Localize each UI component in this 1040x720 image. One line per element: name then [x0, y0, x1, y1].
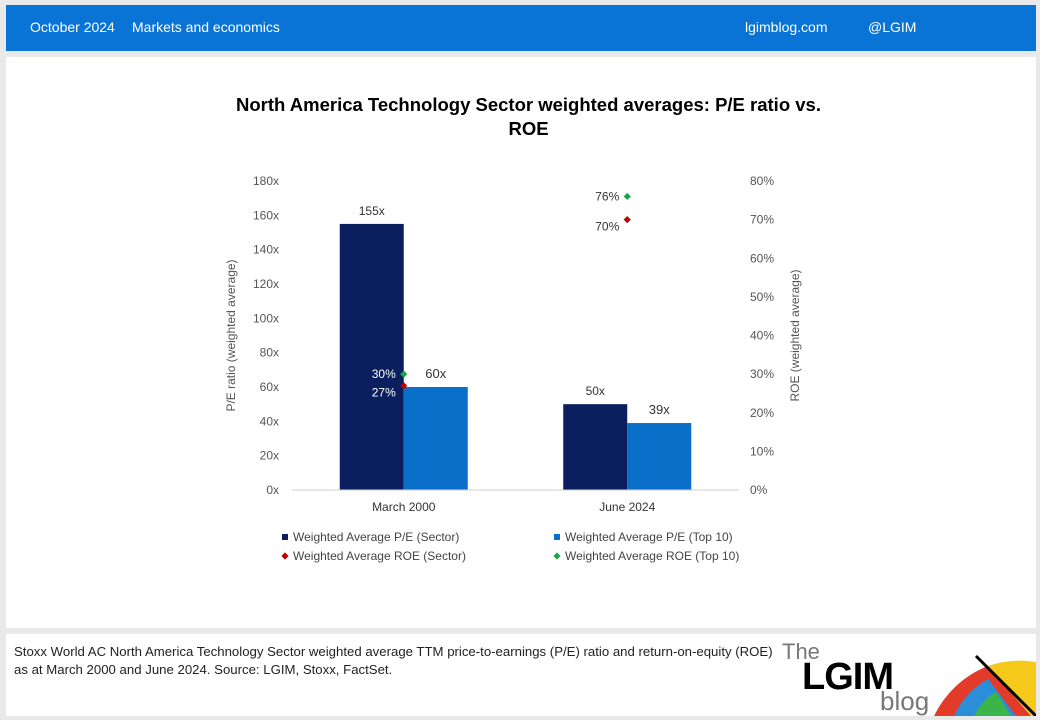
y2-tick-label: 0%: [750, 483, 768, 497]
y-tick-label: 120x: [253, 277, 279, 291]
legend-label: Weighted Average P/E (Sector): [293, 530, 459, 544]
point-data-label: 70%: [595, 220, 619, 234]
point-data-label: 30%: [372, 367, 396, 381]
point-roe-sector: [623, 216, 631, 224]
bar-data-label: 39x: [649, 402, 670, 417]
y2-tick-label: 70%: [750, 213, 774, 227]
y-tick-label: 180x: [253, 174, 279, 188]
legend-swatch: [553, 552, 561, 560]
header-section[interactable]: Markets and economics: [132, 19, 280, 35]
legend-label: Weighted Average P/E (Top 10): [565, 530, 733, 544]
y2-tick-label: 80%: [750, 174, 774, 188]
y-tick-label: 100x: [253, 311, 279, 325]
bar-pe-sector: [339, 223, 404, 490]
legend-swatch: [281, 552, 289, 560]
y-tick-label: 80x: [260, 346, 279, 360]
y2-tick-label: 50%: [750, 290, 774, 304]
legend-label: Weighted Average ROE (Top 10): [565, 549, 739, 563]
y-tick-label: 140x: [253, 243, 279, 257]
umbrella-logo-graphic: [934, 654, 1036, 716]
legend-swatch: [282, 534, 288, 540]
footer-caption: Stoxx World AC North America Technology …: [14, 644, 773, 677]
y2-tick-label: 40%: [750, 329, 774, 343]
legend-label: Weighted Average ROE (Sector): [293, 549, 466, 563]
point-roe-sector: [400, 382, 408, 390]
header-handle-link[interactable]: @LGIM: [868, 19, 917, 35]
legend-swatch: [554, 534, 560, 540]
chart-title: North America Technology Sector weighted…: [236, 94, 821, 139]
header-bar: October 2024 Markets and economics lgimb…: [6, 5, 1036, 51]
y-tick-label: 160x: [253, 208, 279, 222]
bar-data-label: 50x: [586, 384, 605, 398]
point-roe-top10: [623, 192, 631, 201]
logo-lgim: LGIM: [802, 656, 894, 698]
point-data-label: 27%: [372, 386, 396, 400]
point-roe-top10: [400, 370, 408, 378]
logo-blog: blog: [880, 686, 930, 716]
y-tick-label: 20x: [260, 449, 279, 463]
y2-tick-label: 20%: [750, 406, 774, 420]
bar-pe-top10: [627, 423, 692, 490]
y-tick-label: 0x: [266, 483, 279, 497]
header-date: October 2024: [30, 19, 115, 35]
point-data-label: 76%: [595, 189, 619, 203]
y2-tick-label: 30%: [750, 367, 774, 381]
bar-pe-sector: [563, 404, 628, 490]
x-tick-label: June 2024: [599, 500, 655, 514]
chart-panel: North America Technology Sector weighted…: [6, 57, 1036, 628]
logo-the: The: [782, 639, 820, 664]
header-site-link[interactable]: lgimblog.com: [745, 19, 828, 35]
y2-axis-title: ROE (weighted average): [788, 269, 802, 401]
bar-pe-top10: [403, 387, 468, 490]
footer-panel: Stoxx World AC North America Technology …: [6, 634, 1036, 716]
y-tick-label: 60x: [260, 380, 279, 394]
bar-data-label: 155x: [359, 204, 385, 218]
y-axis-title: P/E ratio (weighted average): [224, 259, 238, 411]
y2-tick-label: 10%: [750, 444, 774, 458]
y2-tick-label: 60%: [750, 251, 774, 265]
bar-data-label: 60x: [425, 366, 446, 381]
pe-roe-chart: 0x 20x 40x 60x 80x 100x 120x 140x 160x 180x 0% 10% 2…: [224, 174, 802, 563]
y-tick-label: 40x: [260, 414, 279, 428]
x-tick-label: March 2000: [372, 500, 436, 514]
